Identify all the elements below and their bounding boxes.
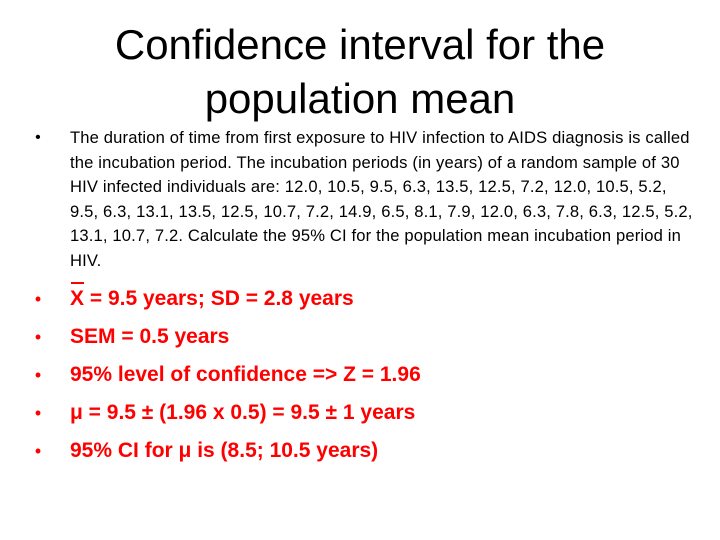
bullet-mean-sd: • X = 9.5 years; SD = 2.8 years [28, 281, 698, 312]
bullet-marker: • [35, 129, 41, 146]
bullet-marker: • [34, 440, 42, 461]
bullet-marker: • [34, 402, 42, 423]
bullet-ci-result: • 95% CI for μ is (8.5; 10.5 years) [28, 438, 698, 464]
bullet-list: • The duration of time from first exposu… [28, 126, 698, 464]
ci-result-text: 95% CI for μ is (8.5; 10.5 years) [70, 438, 379, 462]
title-line-2: population mean [204, 75, 516, 122]
bullet-problem-statement: • The duration of time from first exposu… [28, 126, 698, 274]
slide-title: Confidence interval for the population m… [40, 18, 680, 126]
mean-sd-text: = 9.5 years; SD = 2.8 years [84, 286, 354, 310]
bullet-marker: • [34, 288, 42, 309]
bullet-sem: • SEM = 0.5 years [28, 324, 698, 350]
bullet-mu-calculation: • μ = 9.5 ± (1.96 x 0.5) = 9.5 ± 1 years [28, 400, 698, 426]
bullet-marker: • [34, 364, 42, 385]
bullet-confidence-level: • 95% level of confidence => Z = 1.96 [28, 362, 698, 388]
confidence-level-text: 95% level of confidence => Z = 1.96 [70, 362, 421, 386]
mu-calculation-text: μ = 9.5 ± (1.96 x 0.5) = 9.5 ± 1 years [70, 400, 416, 424]
bullet-marker: • [34, 326, 42, 347]
sem-text: SEM = 0.5 years [70, 324, 230, 348]
problem-statement-text: The duration of time from first exposure… [70, 128, 693, 270]
sample-mean-symbol: X [70, 281, 85, 310]
title-line-1: Confidence interval for the [114, 21, 606, 68]
